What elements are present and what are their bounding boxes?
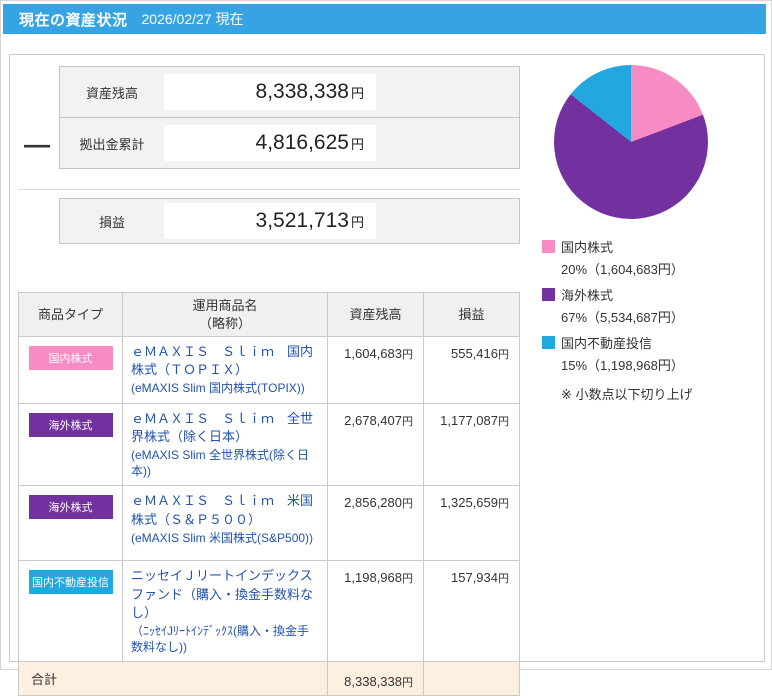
col-header-profit: 損益	[423, 292, 520, 337]
product-name-link[interactable]: ｅＭＡＸＩＳ Ｓｌｉｍ 国内株式（ＴＯＰＩＸ）	[131, 344, 314, 378]
total-profit-cell	[423, 661, 520, 696]
col-header-balance: 資産残高	[327, 292, 424, 337]
profit-cell: 157,934円	[423, 560, 520, 663]
asset-balance-row: 資産残高 8,338,338 円	[60, 67, 519, 117]
table-row: 海外株式 ｅＭＡＸＩＳ Ｓｌｉｍ 全世界株式（除く日本） (eMAXIS Sli…	[18, 402, 520, 487]
legend-label-foreign-stocks: 海外株式	[561, 288, 614, 303]
products-table-area: 商品タイプ 運用商品名 （略称） 資産残高 損益 国内株式 ｅＭＡＸＩＳ Ｓｌｉ…	[18, 292, 520, 696]
legend-value-foreign-stocks: 67%（5,534,687円）	[561, 310, 684, 325]
asset-balance-value: 8,338,338	[255, 80, 349, 103]
balance-cell: 1,604,683円	[327, 336, 424, 404]
asset-balance-label: 資産残高	[85, 85, 138, 101]
summary-boxes: 資産残高 8,338,338 円 拠出金累計 4,816,625 円	[59, 66, 520, 169]
as-of-date: 2026/02/27 現在	[141, 11, 244, 27]
table-row: 国内株式 ｅＭＡＸＩＳ Ｓｌｉｍ 国内株式（ＴＯＰＩＸ） (eMAXIS Sli…	[18, 336, 520, 404]
legend-item-domestic-reit: 国内不動産投信 15%（1,198,968円）	[542, 333, 693, 374]
balance-cell: 1,198,968円	[327, 560, 424, 663]
col-header-product-type: 商品タイプ	[18, 292, 123, 337]
product-name-link[interactable]: ｅＭＡＸＩＳ Ｓｌｉｍ 米国株式（Ｓ＆Ｐ５００）	[131, 493, 314, 527]
legend-item-foreign-stocks: 海外株式 67%（5,534,687円）	[542, 285, 693, 326]
profit-loss-value: 3,521,713	[255, 209, 349, 232]
legend-item-domestic-stocks: 国内株式 20%（1,604,683円）	[542, 237, 693, 278]
profit-cell: 1,177,087円	[423, 402, 520, 487]
product-type-badge: 海外株式	[28, 495, 113, 520]
legend-label-domestic-reit: 国内不動産投信	[561, 336, 653, 351]
col-header-product-name: 運用商品名 （略称）	[122, 292, 328, 337]
balance-cell: 2,856,280円	[327, 485, 424, 562]
legend-value-domestic-stocks: 20%（1,604,683円）	[561, 262, 684, 277]
contribution-total-value: 4,816,625	[255, 131, 349, 154]
asset-balance-valuebox: 8,338,338 円	[164, 74, 376, 110]
balance-cell: 2,678,407円	[327, 402, 424, 487]
profit-loss-label: 損益	[98, 214, 125, 230]
legend-label-domestic-stocks: 国内株式	[561, 240, 614, 255]
legend-swatch-domestic-reit	[542, 336, 555, 349]
legend-value-domestic-reit: 15%（1,198,968円）	[561, 358, 684, 373]
product-short-name[interactable]: （ﾆｯｾｲJﾘｰﾄｲﾝﾃﾞｯｸｽ(購入・換金手数料なし))	[131, 623, 309, 655]
profit-cell: 555,416円	[423, 336, 520, 404]
asset-status-panel: — 資産残高 8,338,338 円 拠出金累計 4,816,625 円 損益	[9, 54, 765, 696]
contribution-total-label: 拠出金累計	[79, 136, 145, 152]
product-type-badge: 国内株式	[28, 346, 113, 370]
contribution-total-unit: 円	[350, 136, 364, 152]
product-short-name[interactable]: (eMAXIS Slim 全世界株式(除く日本))	[131, 447, 310, 479]
asset-allocation-pie-chart	[554, 65, 708, 219]
product-name-link[interactable]: ニッセイＪリートインデックスファンド（購入・換金手数料なし）	[131, 568, 314, 620]
table-row: 国内不動産投信 ニッセイＪリートインデックスファンド（購入・換金手数料なし） （…	[18, 560, 520, 663]
profit-loss-row: 損益 3,521,713 円	[59, 198, 520, 244]
table-row: 海外株式 ｅＭＡＸＩＳ Ｓｌｉｍ 米国株式（Ｓ＆Ｐ５００） (eMAXIS Sl…	[18, 485, 520, 562]
total-balance-cell: 8,338,338円	[327, 661, 424, 696]
page-header: 現在の資産状況 2026/02/27 現在	[3, 4, 766, 34]
product-type-badge: 海外株式	[28, 412, 113, 437]
table-header-row: 商品タイプ 運用商品名 （略称） 資産残高 損益	[18, 292, 520, 337]
contribution-total-row: 拠出金累計 4,816,625 円	[60, 117, 519, 168]
legend-swatch-domestic-stocks	[542, 240, 555, 253]
divider-line	[18, 189, 520, 190]
product-type-badge: 国内不動産投信	[28, 570, 113, 595]
product-short-name[interactable]: (eMAXIS Slim 米国株式(S&P500))	[131, 530, 314, 545]
asset-balance-unit: 円	[350, 85, 364, 101]
products-table: 商品タイプ 運用商品名 （略称） 資産残高 損益 国内株式 ｅＭＡＸＩＳ Ｓｌｉ…	[18, 292, 520, 696]
profit-cell: 1,325,659円	[423, 485, 520, 562]
rounding-note: ※ 小数点以下切り上げ	[561, 387, 693, 402]
minus-sign: —	[24, 129, 50, 159]
page-title: 現在の資産状況	[19, 11, 128, 29]
pie-legend: 国内株式 20%（1,604,683円） 海外株式 67%（5,534,687円…	[542, 237, 693, 403]
total-row: 合計 8,338,338円	[18, 661, 520, 696]
total-label: 合計	[18, 661, 328, 696]
legend-swatch-foreign-stocks	[542, 288, 555, 301]
product-name-link[interactable]: ｅＭＡＸＩＳ Ｓｌｉｍ 全世界株式（除く日本）	[131, 410, 314, 444]
profit-loss-valuebox: 3,521,713 円	[164, 203, 376, 239]
profit-loss-unit: 円	[350, 214, 364, 230]
product-short-name[interactable]: (eMAXIS Slim 国内株式(TOPIX))	[131, 381, 305, 396]
contribution-total-valuebox: 4,816,625 円	[164, 125, 376, 161]
